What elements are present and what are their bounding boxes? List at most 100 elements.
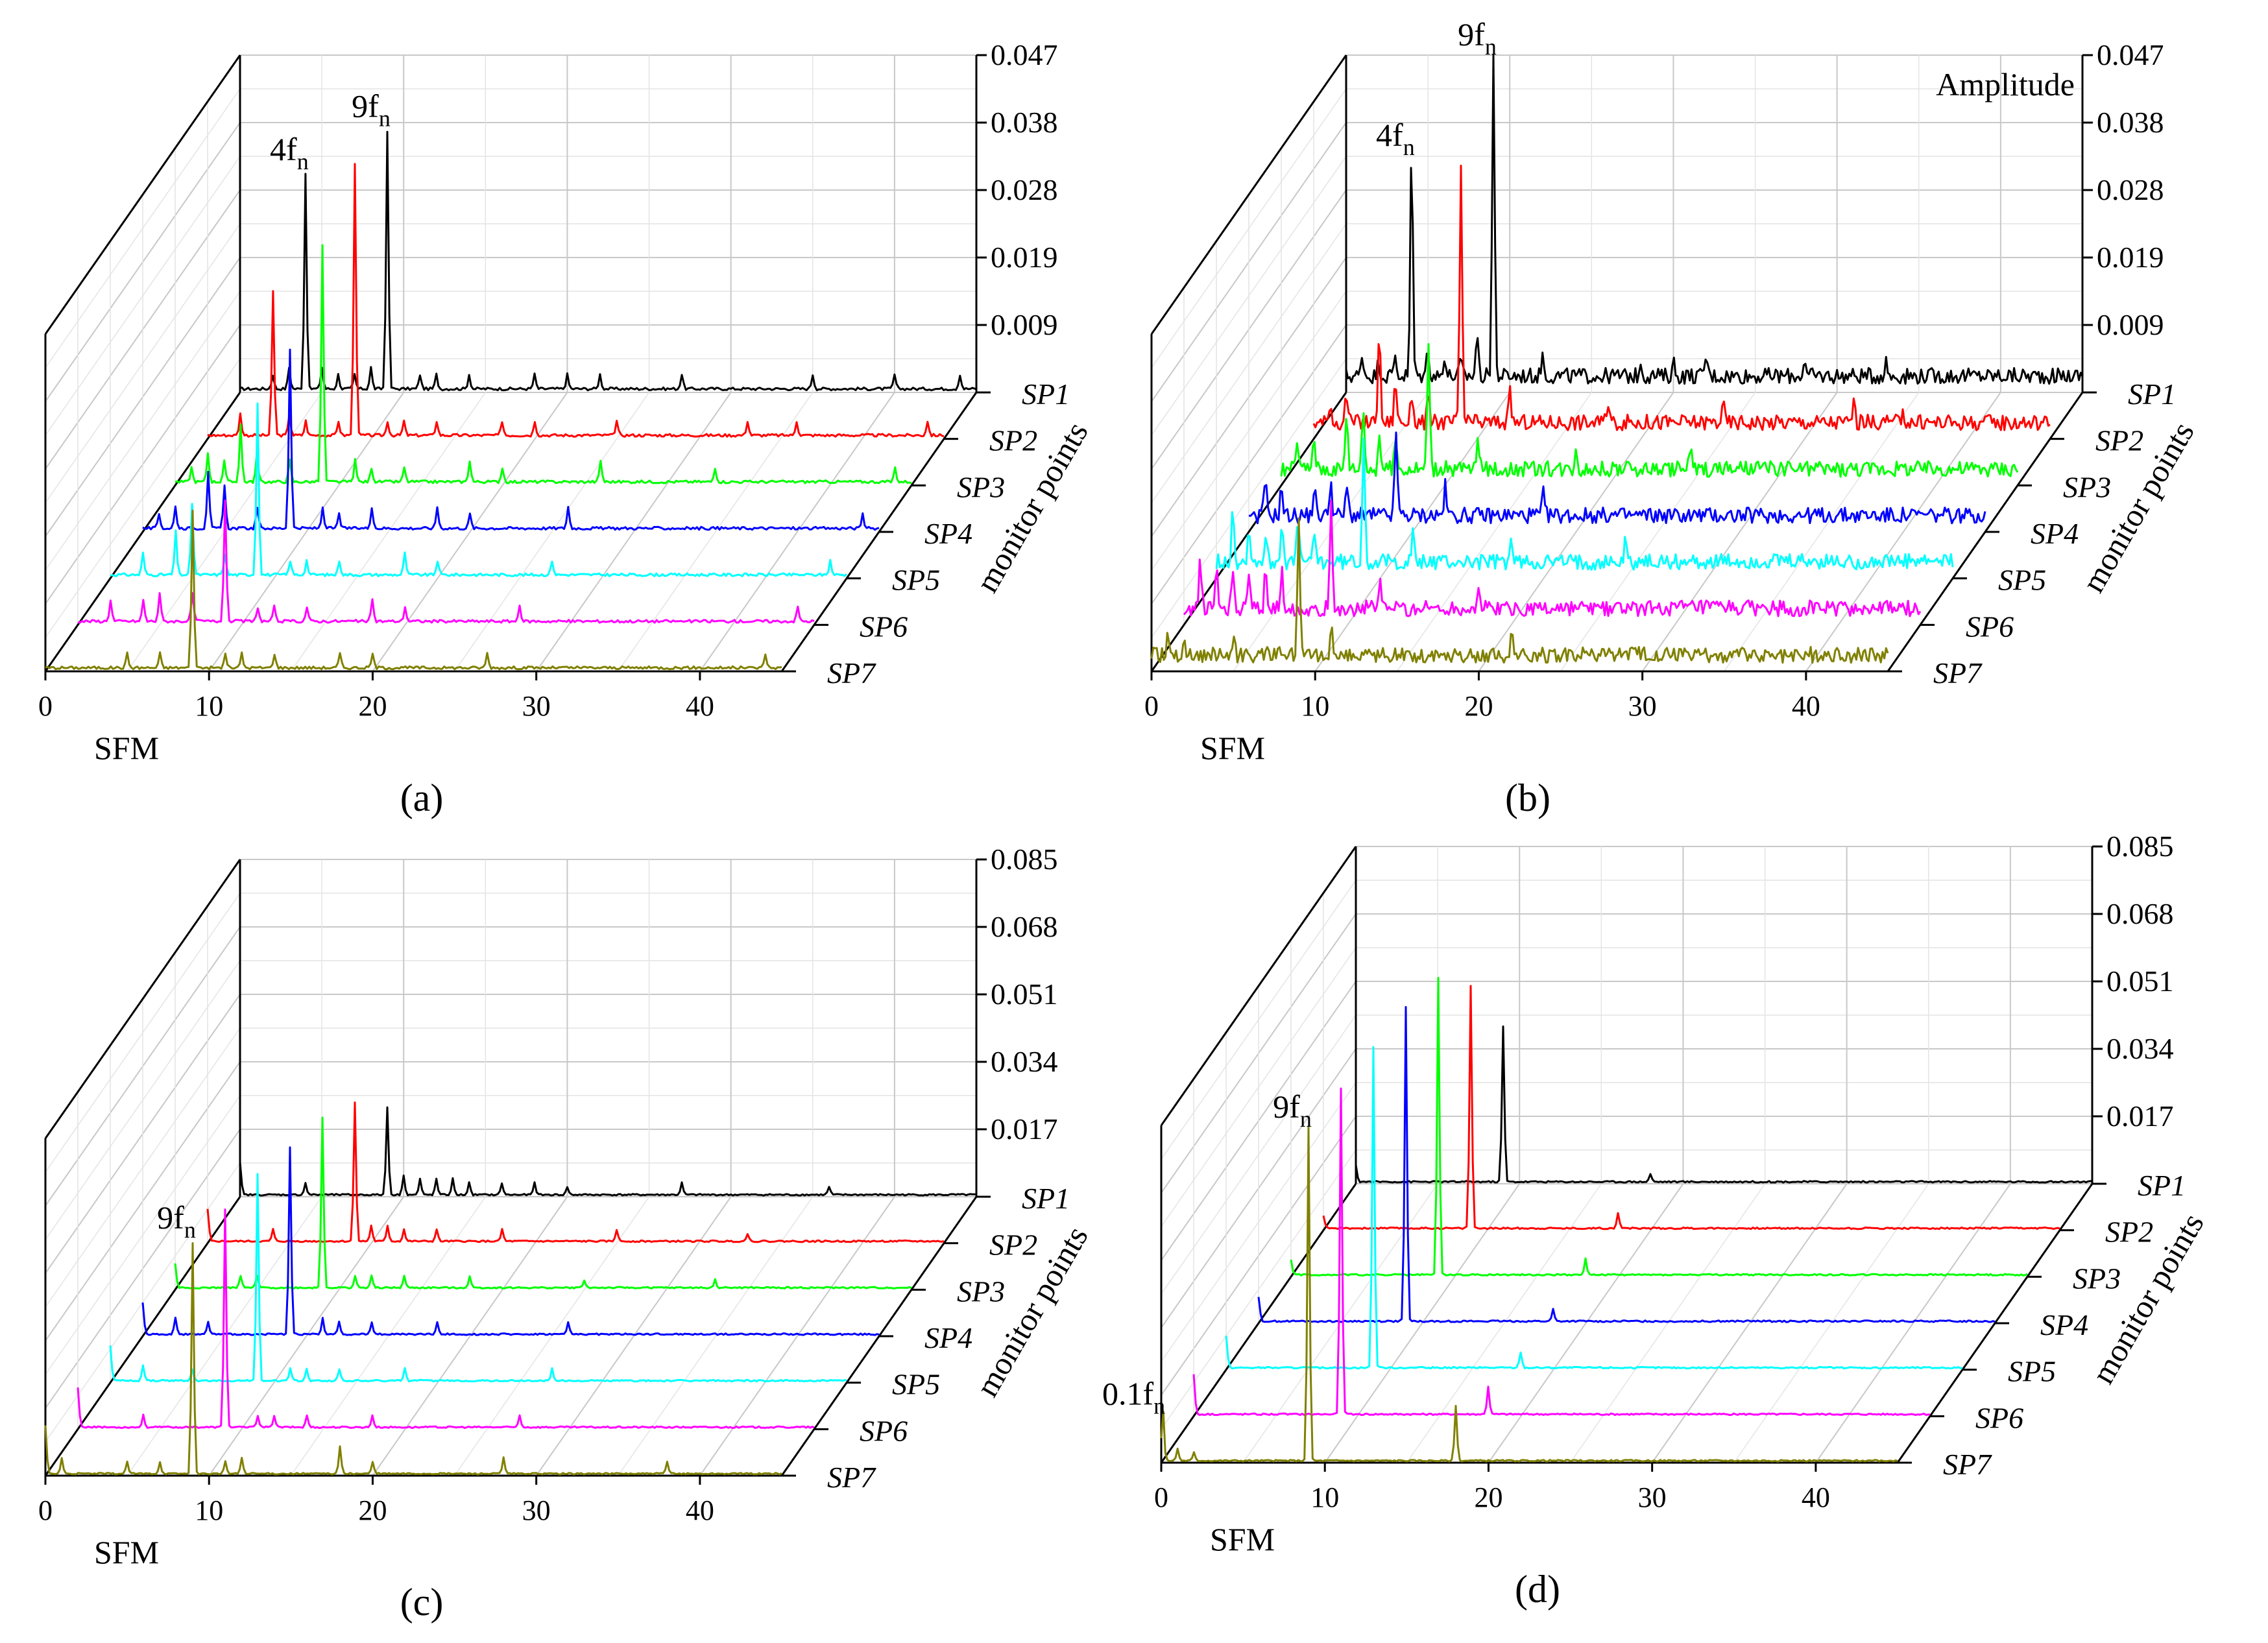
x-tick-label: 30 (522, 690, 551, 722)
z-axis-title: Amplitude (1936, 66, 2075, 102)
series-line-sp1 (1345, 54, 2084, 385)
floor-gridline (1815, 1183, 2011, 1463)
floor-gridline (453, 1196, 650, 1476)
peak-annotation-main: 9f (1273, 1088, 1300, 1125)
floor-gridline (372, 392, 568, 672)
series-label-sp1: SP1 (2128, 378, 2176, 411)
z-tick-label: 0.034 (2106, 1032, 2174, 1065)
floor-gridline (1478, 392, 1674, 672)
series-line-sp7 (44, 1242, 782, 1476)
series-label-sp6: SP6 (860, 610, 908, 643)
series-line-sp6 (77, 1208, 815, 1429)
x-axis-title: SFM (1210, 1521, 1275, 1557)
series-line-sp7 (45, 509, 782, 671)
z-tick-label: 0.028 (2097, 173, 2164, 206)
floor-gridline (290, 392, 486, 672)
z-tick-label: 0.019 (2097, 241, 2164, 274)
x-axis-title: SFM (94, 730, 159, 766)
panel-c: 0.017 0.034 0.051 0.068 0.085 0 10 20 30 40 SFM (c)… (38, 843, 1095, 1624)
series-line-sp5 (110, 402, 847, 577)
series-line-sp2 (1322, 985, 2060, 1230)
z-tick-label: 0.017 (2106, 1099, 2174, 1133)
series-line-sp7 (1160, 1125, 1898, 1463)
panel-a: 0.009 0.019 0.028 0.038 0.047 0 10 20 30 40 SFM (a)… (38, 38, 1095, 819)
panel-label: (c) (400, 1581, 444, 1624)
depth-axis-line-left (44, 392, 241, 672)
peak-annotation: 4fn (270, 131, 309, 174)
series-label-sp4: SP4 (924, 517, 972, 550)
series-label-sp7: SP7 (1933, 656, 1983, 690)
series-line-sp7 (1150, 517, 1889, 664)
floor-gridline (1733, 1183, 1929, 1463)
series-label-sp1: SP1 (2138, 1169, 2186, 1202)
series-label-sp3: SP3 (957, 470, 1005, 503)
peak-annotation-main: 4f (1376, 117, 1403, 153)
floor-gridline (1805, 392, 2001, 672)
z-tick-label: 0.019 (991, 241, 1058, 274)
x-axis-title: SFM (94, 1534, 159, 1570)
series-label-sp4: SP4 (924, 1321, 972, 1354)
floor-gridline (699, 1196, 895, 1476)
series-line-sp1 (239, 1106, 977, 1197)
x-tick-label: 40 (686, 690, 714, 722)
floor-gridline (1560, 392, 1756, 672)
x-tick-label: 20 (358, 1494, 387, 1526)
series-label-sp5: SP5 (892, 1368, 940, 1401)
series-line-sp4 (142, 348, 880, 531)
peak-annotation-sub: n (379, 106, 391, 132)
x-tick-label: 20 (1464, 690, 1493, 722)
x-axis-title: SFM (1200, 730, 1265, 766)
z-tick-label: 0.038 (991, 106, 1058, 139)
peak-annotation: 9fn (352, 88, 391, 132)
series-label-sp2: SP2 (989, 1229, 1037, 1262)
peak-annotation-main: 9f (157, 1199, 184, 1236)
series-label-sp7: SP7 (827, 656, 876, 690)
z-tick-label: 0.051 (991, 977, 1058, 1011)
floor-gridline (1724, 392, 1920, 672)
peak-annotation-sub: n (1300, 1106, 1312, 1132)
peak-annotation: 9fn (1273, 1088, 1312, 1132)
peak-annotation-sub: n (1485, 34, 1497, 60)
series-label-sp5: SP5 (1998, 564, 2046, 597)
series-label-sp6: SP6 (1975, 1401, 2023, 1434)
peak-annotation: 9fn (1458, 16, 1497, 60)
series-line-sp4 (1248, 431, 1986, 525)
floor-gridline (208, 1196, 405, 1476)
series-line-sp6 (1192, 1087, 1931, 1416)
series-line-sp6 (1183, 499, 1922, 618)
z-tick-label: 0.068 (991, 910, 1058, 943)
panel-label: (a) (400, 776, 444, 819)
series-line-sp3 (1280, 343, 2019, 478)
x-tick-label: 10 (195, 1494, 223, 1526)
depth-axis-line-left (1160, 1183, 1357, 1463)
x-tick-label: 40 (1792, 690, 1820, 722)
peak-annotation: 4fn (1376, 117, 1415, 160)
x-tick-label: 20 (1474, 1481, 1502, 1513)
peak-annotation-main: 9f (352, 88, 379, 125)
z-tick-label: 0.017 (991, 1112, 1058, 1145)
series-label-sp6: SP6 (1966, 610, 2014, 643)
floor-gridline (1641, 392, 1838, 672)
series-line-sp2 (1312, 164, 2051, 431)
series-label-sp5: SP5 (2008, 1355, 2056, 1388)
z-tick-label: 0.009 (991, 308, 1058, 341)
panel-b: 0.009 0.019 0.028 0.038 0.047 Amplitude 0 10 20 3… (1144, 16, 2201, 819)
series-label-sp7: SP7 (1943, 1448, 1992, 1481)
floor-gridline (208, 392, 405, 672)
series-line-sp5 (1215, 437, 1954, 571)
peak-annotation-sub: n (1403, 134, 1415, 160)
z-tick-label: 0.047 (2097, 38, 2164, 71)
peak-annotation-main: 9f (1458, 16, 1485, 53)
floor-gridline (453, 392, 650, 672)
series-line-sp4 (141, 1146, 880, 1336)
x-tick-label: 0 (38, 690, 53, 722)
x-tick-label: 10 (1310, 1481, 1339, 1513)
series-label-sp2: SP2 (2095, 424, 2143, 457)
floor-gridline (535, 1196, 732, 1476)
x-tick-label: 40 (1802, 1481, 1830, 1513)
panel-d: 0.017 0.034 0.051 0.068 0.085 0 10 20 30 40 SFM (d)… (1102, 830, 2211, 1611)
x-tick-label: 30 (1628, 690, 1657, 722)
series-line-sp3 (1290, 977, 2028, 1277)
depth-axis-line-left (44, 1196, 241, 1476)
series-label-sp2: SP2 (989, 424, 1037, 457)
